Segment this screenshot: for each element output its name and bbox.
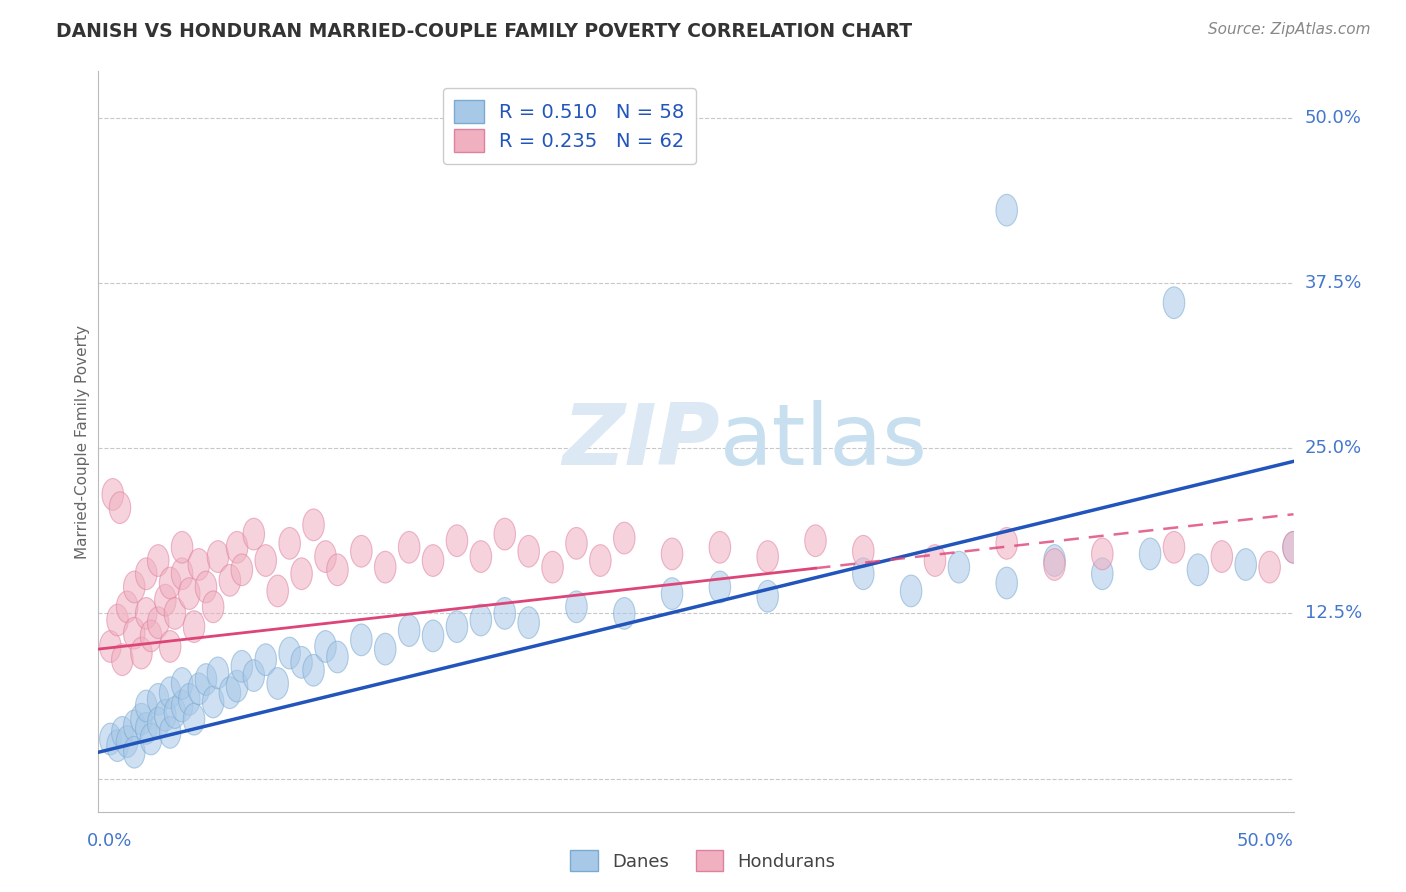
Legend: Danes, Hondurans: Danes, Hondurans bbox=[564, 843, 842, 879]
Text: 0.0%: 0.0% bbox=[87, 831, 132, 849]
Text: 37.5%: 37.5% bbox=[1305, 274, 1362, 292]
Text: 50.0%: 50.0% bbox=[1305, 109, 1361, 127]
Text: Source: ZipAtlas.com: Source: ZipAtlas.com bbox=[1208, 22, 1371, 37]
Legend: R = 0.510   N = 58, R = 0.235   N = 62: R = 0.510 N = 58, R = 0.235 N = 62 bbox=[443, 88, 696, 163]
Y-axis label: Married-Couple Family Poverty: Married-Couple Family Poverty bbox=[75, 325, 90, 558]
Text: ZIP: ZIP bbox=[562, 400, 720, 483]
Text: 50.0%: 50.0% bbox=[1237, 831, 1294, 849]
Text: 25.0%: 25.0% bbox=[1305, 439, 1362, 458]
Text: DANISH VS HONDURAN MARRIED-COUPLE FAMILY POVERTY CORRELATION CHART: DANISH VS HONDURAN MARRIED-COUPLE FAMILY… bbox=[56, 22, 912, 41]
Text: atlas: atlas bbox=[720, 400, 928, 483]
Text: 12.5%: 12.5% bbox=[1305, 605, 1362, 623]
